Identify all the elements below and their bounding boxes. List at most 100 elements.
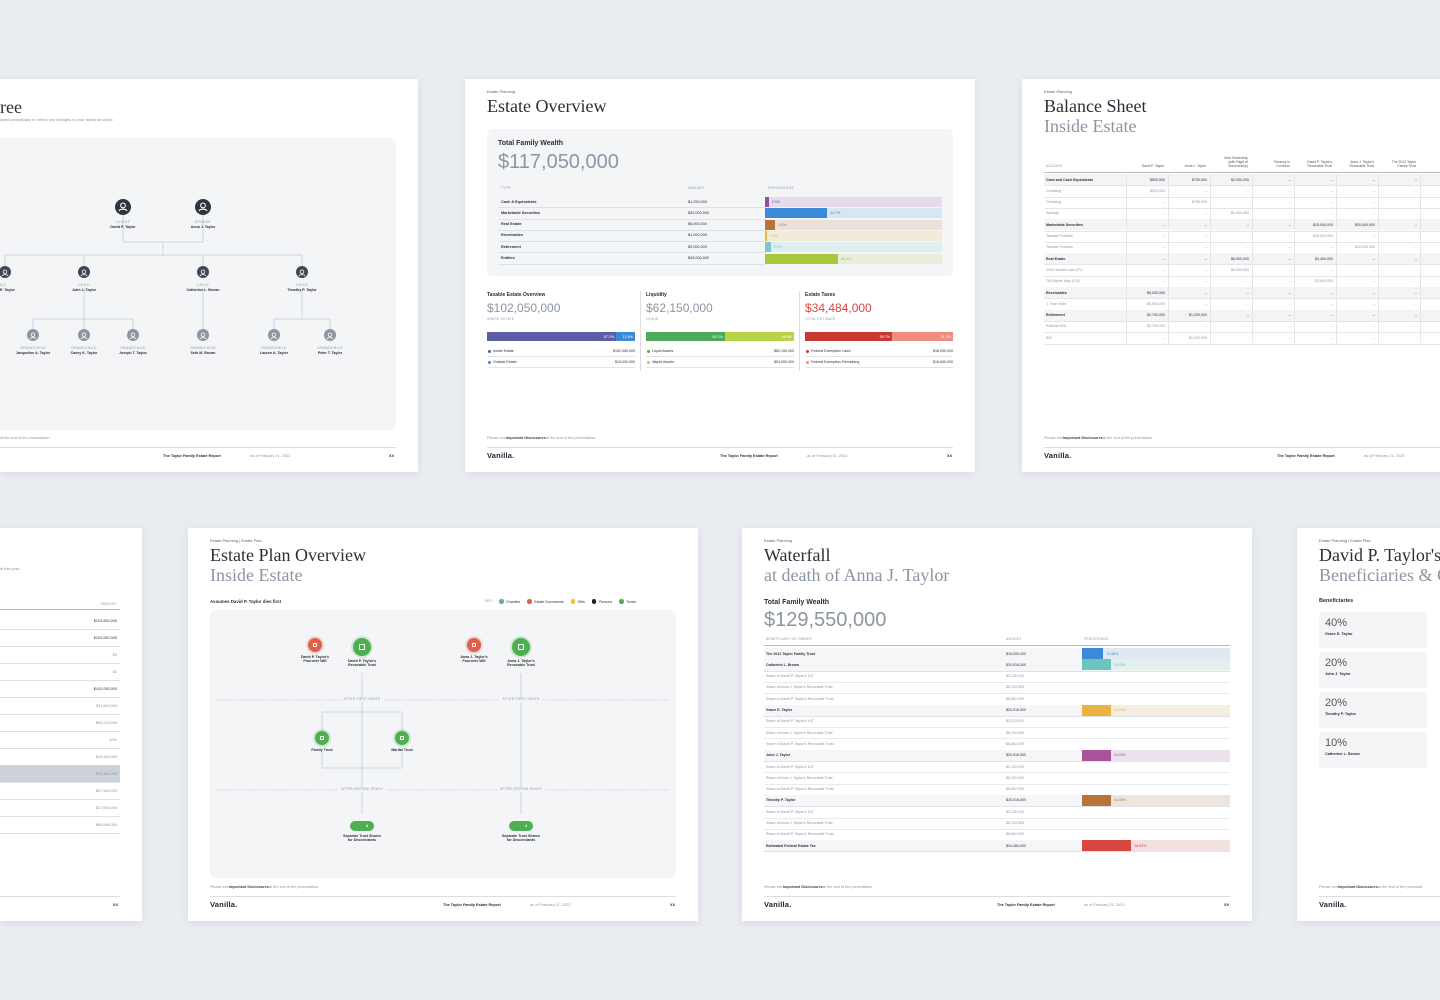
col-rule	[1420, 332, 1421, 344]
cells: --	[1414, 313, 1417, 318]
legend-dot	[488, 360, 491, 364]
cells: $2,000,000	[1231, 211, 1249, 216]
report: The Taylor Family Estate Report	[163, 454, 221, 458]
percent: 10%	[1325, 737, 1348, 749]
label: Gifts	[577, 599, 585, 604]
person-glyph	[199, 332, 207, 340]
bar-track	[765, 208, 942, 219]
col-rule	[1252, 174, 1253, 186]
col-rule	[1252, 298, 1253, 310]
subtitle: Beneficiaries & C	[1319, 565, 1440, 585]
col-rule	[1294, 219, 1295, 231]
after: at the end of the presentation.	[268, 885, 320, 889]
bar	[1082, 749, 1111, 761]
person-glyph	[29, 332, 37, 340]
amounts: $27,500,000	[95, 805, 117, 810]
amounts: $90,210,000	[95, 720, 117, 725]
amount: $20,016,500	[1006, 798, 1026, 803]
cells: --	[1414, 301, 1417, 306]
name: Share of David P. Taylor's Revocable Tru…	[766, 741, 834, 746]
row-bg	[764, 659, 1230, 671]
name: Seth M. Brown	[190, 351, 216, 355]
col-rule	[1336, 332, 1337, 344]
cells: --	[1414, 324, 1417, 329]
col-rule	[1252, 185, 1253, 197]
cells: --	[1372, 324, 1375, 329]
col-rule	[1336, 253, 1337, 265]
footer-rule	[1044, 447, 1440, 448]
estate-overview-slide: Estate Planning Estate Overview Total Fami…	[465, 79, 975, 472]
amount: $30,000,000	[688, 210, 710, 215]
cells: --	[1204, 279, 1207, 284]
cells: --	[1246, 188, 1249, 193]
page: XX	[1224, 903, 1230, 907]
col-rule	[1378, 309, 1379, 321]
cells: --	[1330, 324, 1333, 329]
row-bg	[764, 704, 1230, 716]
amounts: $0	[112, 652, 117, 657]
amounts: $102,050,000	[93, 686, 117, 691]
row-rule	[498, 252, 766, 253]
name: Share of Anna J. Taylor's Revocable Trus…	[766, 821, 833, 825]
col-rule	[1420, 241, 1421, 254]
col-rule	[1126, 332, 1127, 344]
percent-label: 3.0%	[773, 245, 782, 250]
type: Real Estate	[501, 222, 522, 227]
col-rule	[1168, 219, 1169, 231]
legend-rule	[487, 367, 635, 368]
col-rule	[1252, 253, 1253, 265]
col-rule	[1252, 309, 1253, 321]
cells: --	[1414, 234, 1417, 238]
cells: --	[1246, 313, 1249, 318]
columns: Anna J. Taylor's Revocable Trust	[1349, 159, 1375, 168]
cells: --	[1330, 188, 1333, 193]
person-icon	[197, 329, 209, 341]
cells: $6,500,000	[1231, 256, 1249, 261]
col-rule	[1168, 253, 1169, 265]
after: at the end of the presentation.	[822, 885, 874, 889]
key-dot	[619, 599, 624, 604]
person-icon	[0, 266, 11, 278]
cells: --	[1288, 188, 1291, 193]
name: Casey K. Taylor	[70, 351, 98, 355]
columns: David P. T	[1428, 164, 1440, 168]
name: Share of Anna J. Taylor's Revocable Trus…	[766, 730, 833, 735]
columns: David P. Taylor's Revocable Trust	[1307, 159, 1332, 168]
amount: $20,016,500	[1006, 662, 1026, 667]
link: Important Disclosures	[782, 885, 823, 889]
cells: $5,000,000	[1147, 301, 1165, 306]
name: Grace E. Taylor	[766, 708, 793, 712]
label: Separate Trust Shares for Descendants	[343, 834, 381, 843]
cells: --	[1204, 245, 1207, 250]
cells: --	[1330, 245, 1333, 250]
columns: BENEFICIARY OR OWNER	[766, 637, 812, 641]
key-dot	[570, 599, 576, 604]
col-rule	[1210, 174, 1211, 186]
cells: --	[1414, 290, 1417, 295]
cells: $5,000,000	[1147, 290, 1165, 295]
col-rule	[1126, 185, 1127, 197]
share-pill	[350, 821, 374, 831]
cells: $3,400,000	[1315, 279, 1333, 284]
waterfall-slide: Estate Planning Waterfall at death of Anna…	[742, 528, 1252, 921]
node-icon	[353, 638, 371, 656]
cells: --	[1162, 222, 1165, 227]
col-rule	[1378, 253, 1379, 265]
name: Timothy P. Taylor	[1325, 712, 1357, 716]
cells: --	[1162, 245, 1165, 250]
cells: --	[1330, 290, 1333, 295]
bar-track	[1082, 749, 1230, 761]
amount: $45,000,000	[688, 256, 710, 260]
amount: $3,125,000	[1006, 764, 1024, 769]
name: Anna J. Taylor	[190, 225, 216, 229]
amount: $8,652,000	[1006, 832, 1024, 837]
label: Anna J. Taylor's Pourover Will	[460, 655, 488, 664]
row-rule	[0, 629, 120, 630]
cells: $20,000,000	[1355, 245, 1375, 250]
col-rule	[1168, 298, 1169, 310]
amount: $34,484,000	[805, 301, 872, 315]
amount: $102,050,000	[613, 349, 635, 353]
col-rule	[1126, 196, 1127, 208]
cells: --	[1288, 335, 1291, 340]
col-rule	[1420, 287, 1421, 299]
